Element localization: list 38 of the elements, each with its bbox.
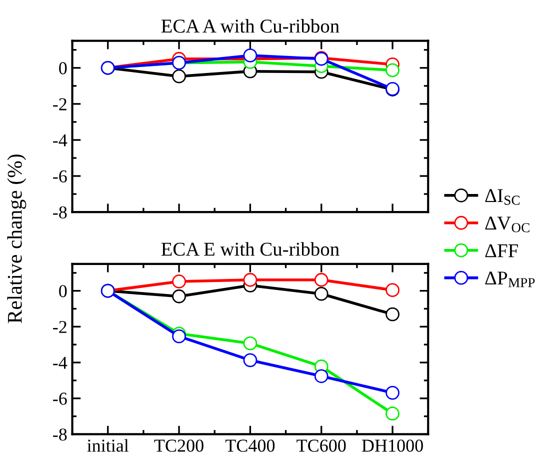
point [386, 307, 400, 322]
y-tick-label: -2 [53, 98, 66, 110]
y-tick-label: -4 [53, 134, 68, 146]
y-tick-label: -8 [53, 206, 67, 218]
chart-title: ECA A with Cu-ribbon [161, 19, 340, 33]
legend-label: ΔP$_{MPP}$ [485, 272, 535, 288]
point [386, 283, 400, 298]
legend-label: ΔV$_{OC}$ [485, 216, 530, 232]
x-tick-label: TC400 [225, 440, 275, 452]
point [243, 48, 258, 62]
x-tick-label: initial [87, 439, 129, 452]
legend-label: ΔFF [485, 244, 518, 258]
point [243, 353, 258, 368]
x-tick-label: DH1000 [362, 440, 423, 452]
point [386, 386, 400, 400]
x-tick-label: TC600 [296, 440, 346, 452]
point [314, 272, 328, 287]
y-tick-label: -8 [53, 428, 67, 441]
y-tick-label: 0 [59, 285, 67, 298]
chart-title: ECA E with Cu-ribbon [161, 242, 340, 256]
point [386, 63, 400, 78]
x-tick-label: TC200 [154, 440, 204, 452]
y-tick-label: -2 [53, 320, 66, 333]
point [172, 274, 186, 288]
y-tick-label: -6 [53, 392, 67, 405]
point [314, 369, 328, 384]
point [386, 406, 400, 421]
point [172, 329, 186, 344]
point [243, 272, 258, 287]
point [314, 286, 328, 301]
point [172, 69, 186, 84]
point [172, 289, 186, 304]
y-tick-label: -6 [53, 170, 67, 182]
y-tick-label: -4 [53, 356, 68, 369]
legend-label: ΔI$_{SC}$ [485, 189, 520, 205]
point [243, 336, 258, 350]
y-axis-title: Relative change (%) [7, 154, 26, 324]
y-tick-label: 0 [59, 62, 67, 74]
